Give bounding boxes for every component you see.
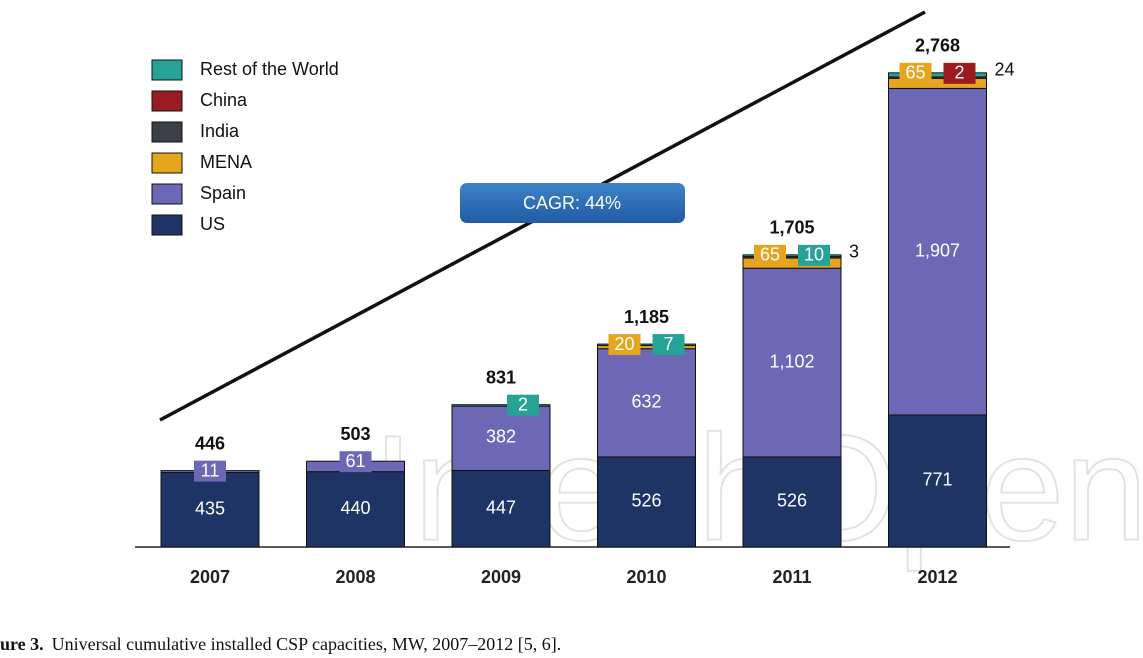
legend-label: US bbox=[200, 214, 225, 234]
total-label: 831 bbox=[486, 367, 516, 387]
legend-swatch bbox=[151, 59, 183, 81]
value-label: 24 bbox=[995, 60, 1015, 80]
value-label: 11 bbox=[201, 460, 220, 480]
label-badge bbox=[339, 451, 372, 473]
value-label: 20 bbox=[614, 334, 634, 354]
caption-label: ure 3. bbox=[0, 634, 44, 654]
label-badge bbox=[943, 62, 976, 84]
bar-segment bbox=[306, 471, 405, 548]
value-label: 440 bbox=[340, 498, 370, 518]
label-badge bbox=[507, 394, 539, 416]
x-tick-label: 2011 bbox=[772, 567, 811, 587]
bar-segment bbox=[597, 343, 696, 347]
bar-segment bbox=[451, 404, 551, 471]
x-tick-label: 2012 bbox=[917, 567, 957, 587]
caption: ure 3. Universal cumulative installed CSP… bbox=[0, 634, 561, 654]
bar-segment bbox=[742, 254, 842, 258]
legend-label: China bbox=[200, 90, 248, 110]
label-badge bbox=[194, 460, 226, 482]
value-label: 1,102 bbox=[769, 351, 814, 371]
label-badge bbox=[899, 62, 932, 84]
value-label: 526 bbox=[631, 491, 661, 511]
annotation: CAGR: 44% bbox=[523, 193, 621, 213]
legend-label: India bbox=[200, 121, 240, 141]
value-label: 526 bbox=[777, 491, 807, 511]
bar-segment bbox=[888, 72, 987, 78]
bar-segment bbox=[742, 267, 842, 458]
label-badge bbox=[608, 334, 641, 356]
value-label: 61 bbox=[345, 451, 365, 471]
legend-label: MENA bbox=[200, 152, 252, 172]
x-tick-label: 2007 bbox=[190, 567, 230, 587]
total-label: 2,768 bbox=[915, 36, 960, 56]
value-label: 1,907 bbox=[915, 240, 960, 260]
legend-swatch bbox=[151, 183, 183, 205]
caption-text: Universal cumulative installed CSP capac… bbox=[52, 634, 562, 654]
total-label: 1,705 bbox=[769, 218, 814, 238]
label-badge bbox=[798, 244, 830, 266]
legend-swatch bbox=[151, 121, 183, 143]
label-badge bbox=[754, 244, 786, 266]
value-label: 10 bbox=[804, 245, 824, 265]
total-label: 503 bbox=[340, 424, 370, 444]
total-label: 446 bbox=[195, 433, 225, 453]
label-badge bbox=[652, 334, 685, 356]
bar-segment bbox=[451, 469, 551, 548]
annotation-box bbox=[460, 183, 685, 223]
x-tick-label: 2009 bbox=[481, 567, 521, 587]
bar-segment bbox=[451, 404, 551, 407]
bar-segment bbox=[597, 348, 696, 458]
value-label: 2 bbox=[518, 394, 528, 414]
legend-swatch bbox=[151, 152, 183, 174]
value-label: 2 bbox=[954, 63, 964, 83]
bar-segment bbox=[160, 472, 260, 548]
value-label: 65 bbox=[760, 245, 780, 265]
value-label: 771 bbox=[922, 470, 952, 490]
legend-swatch bbox=[151, 90, 183, 112]
value-label: 435 bbox=[195, 499, 225, 519]
value-label: 382 bbox=[486, 426, 516, 446]
value-label: 447 bbox=[486, 497, 516, 517]
value-label: 65 bbox=[905, 63, 925, 83]
x-tick-label: 2008 bbox=[335, 567, 375, 587]
legend-label: Rest of the World bbox=[200, 59, 339, 79]
value-label: 632 bbox=[631, 392, 661, 412]
legend-swatch bbox=[151, 214, 183, 236]
value-label: 3 bbox=[849, 242, 859, 262]
total-label: 1,185 bbox=[624, 307, 669, 327]
legend-label: Spain bbox=[200, 183, 246, 203]
x-tick-label: 2010 bbox=[626, 567, 666, 587]
bar-segment bbox=[742, 456, 842, 548]
value-label: 7 bbox=[663, 334, 673, 354]
